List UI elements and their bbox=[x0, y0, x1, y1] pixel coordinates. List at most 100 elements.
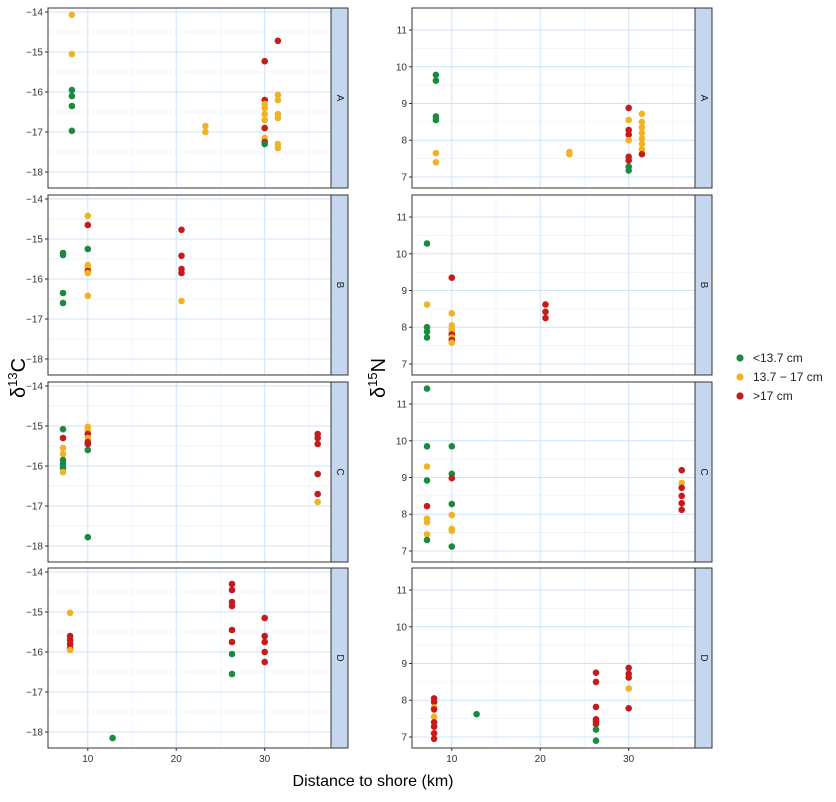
data-point bbox=[625, 126, 632, 134]
data-point bbox=[228, 650, 236, 658]
data-point bbox=[432, 159, 440, 166]
data-point bbox=[678, 492, 685, 500]
data-point bbox=[638, 150, 646, 158]
data-point bbox=[261, 110, 269, 118]
data-point bbox=[261, 140, 269, 148]
y-tick-label: −14 bbox=[26, 195, 43, 206]
y-tick-label: 9 bbox=[401, 473, 407, 484]
data-point bbox=[314, 434, 322, 442]
data-point bbox=[261, 116, 269, 124]
y-axis-title-d15n: δ15N bbox=[365, 358, 390, 398]
data-point bbox=[592, 669, 600, 676]
data-point bbox=[473, 710, 480, 718]
data-point bbox=[592, 678, 600, 686]
y-tick-label: 7 bbox=[401, 172, 407, 183]
data-point bbox=[592, 726, 600, 733]
y-tick-label: 10 bbox=[396, 622, 408, 633]
data-point bbox=[178, 269, 185, 277]
y-tick-label: 7 bbox=[401, 359, 407, 370]
facet-strip-label: B bbox=[698, 282, 709, 289]
y-tick-label: 8 bbox=[401, 323, 407, 334]
data-point bbox=[59, 444, 67, 452]
data-point bbox=[84, 446, 92, 454]
data-point bbox=[566, 150, 573, 158]
y-tick-label: −15 bbox=[26, 608, 43, 619]
data-point bbox=[423, 463, 431, 470]
y-tick-label: −18 bbox=[26, 168, 43, 179]
data-point bbox=[430, 723, 438, 730]
data-point bbox=[592, 737, 600, 744]
data-point bbox=[625, 167, 632, 174]
data-point bbox=[638, 129, 646, 137]
legend-key-medium bbox=[736, 373, 744, 381]
data-point bbox=[84, 440, 92, 448]
data-point bbox=[430, 730, 438, 737]
panel-background bbox=[412, 568, 695, 748]
y-tick-label: −14 bbox=[26, 568, 43, 579]
data-point bbox=[314, 490, 322, 498]
data-point bbox=[430, 698, 438, 706]
data-point bbox=[228, 626, 236, 634]
y-tick-label: 10 bbox=[396, 436, 408, 447]
y-tick-label: −18 bbox=[26, 355, 43, 366]
panel-d15n-A: 7 8 9 10 11 A bbox=[396, 7, 713, 189]
y-tick-label: −16 bbox=[26, 648, 43, 659]
legend: <13.7 cm 13.7 − 17 cm >17 cm bbox=[736, 351, 823, 403]
y-tick-label: −16 bbox=[26, 275, 43, 286]
panels-layer: −18−17−16−15−14A−18−17−16−15−14B−18−17−1… bbox=[26, 7, 713, 765]
x-tick-label: 10 bbox=[82, 754, 94, 765]
data-point bbox=[68, 102, 76, 110]
y-tick-label: 8 bbox=[401, 136, 407, 147]
data-point bbox=[178, 252, 185, 260]
data-point bbox=[261, 638, 269, 646]
panel-d15n-D: 7 8 9 10 11 10 20 30 D bbox=[396, 567, 713, 765]
data-point bbox=[638, 124, 646, 131]
y-tick-label: −15 bbox=[26, 422, 43, 433]
facet-strip-label: C bbox=[698, 468, 709, 475]
y-tick-label: 10 bbox=[396, 62, 408, 73]
data-point bbox=[423, 240, 431, 247]
facet-strip bbox=[330, 194, 349, 376]
data-point bbox=[261, 124, 269, 132]
data-point bbox=[68, 92, 76, 100]
data-point bbox=[625, 664, 632, 672]
data-point bbox=[228, 638, 236, 646]
data-point bbox=[274, 96, 282, 104]
facet-strip bbox=[694, 194, 713, 376]
facet-strip-label: D bbox=[334, 654, 345, 661]
facet-strip bbox=[330, 567, 349, 749]
data-point bbox=[678, 479, 685, 487]
data-point bbox=[625, 674, 632, 681]
data-point bbox=[592, 703, 600, 711]
y-tick-label: 9 bbox=[401, 286, 407, 297]
data-point bbox=[448, 443, 456, 450]
y-tick-label: 7 bbox=[401, 732, 407, 743]
y-tick-label: −16 bbox=[26, 462, 43, 473]
y-tick-label: 9 bbox=[401, 659, 407, 670]
data-point bbox=[274, 114, 282, 122]
data-point bbox=[423, 502, 431, 510]
data-point bbox=[228, 580, 236, 588]
data-point bbox=[678, 499, 685, 507]
facet-strip-label: B bbox=[334, 282, 345, 289]
data-point bbox=[448, 339, 456, 347]
panel-background bbox=[48, 382, 331, 562]
data-point bbox=[423, 328, 431, 336]
data-point bbox=[542, 301, 549, 308]
y-tick-label: −17 bbox=[26, 128, 43, 139]
data-point bbox=[261, 648, 269, 656]
data-point bbox=[432, 77, 440, 84]
data-point bbox=[625, 157, 632, 164]
data-point bbox=[178, 226, 185, 234]
data-point bbox=[592, 720, 600, 728]
data-point bbox=[638, 110, 646, 118]
y-tick-label: −17 bbox=[26, 502, 43, 513]
data-point bbox=[638, 135, 646, 142]
y-tick-label: 8 bbox=[401, 510, 407, 521]
data-point bbox=[84, 245, 92, 253]
facet-strip-label: A bbox=[698, 95, 709, 102]
data-point bbox=[109, 734, 116, 742]
data-point bbox=[638, 146, 646, 153]
data-point bbox=[448, 274, 456, 282]
